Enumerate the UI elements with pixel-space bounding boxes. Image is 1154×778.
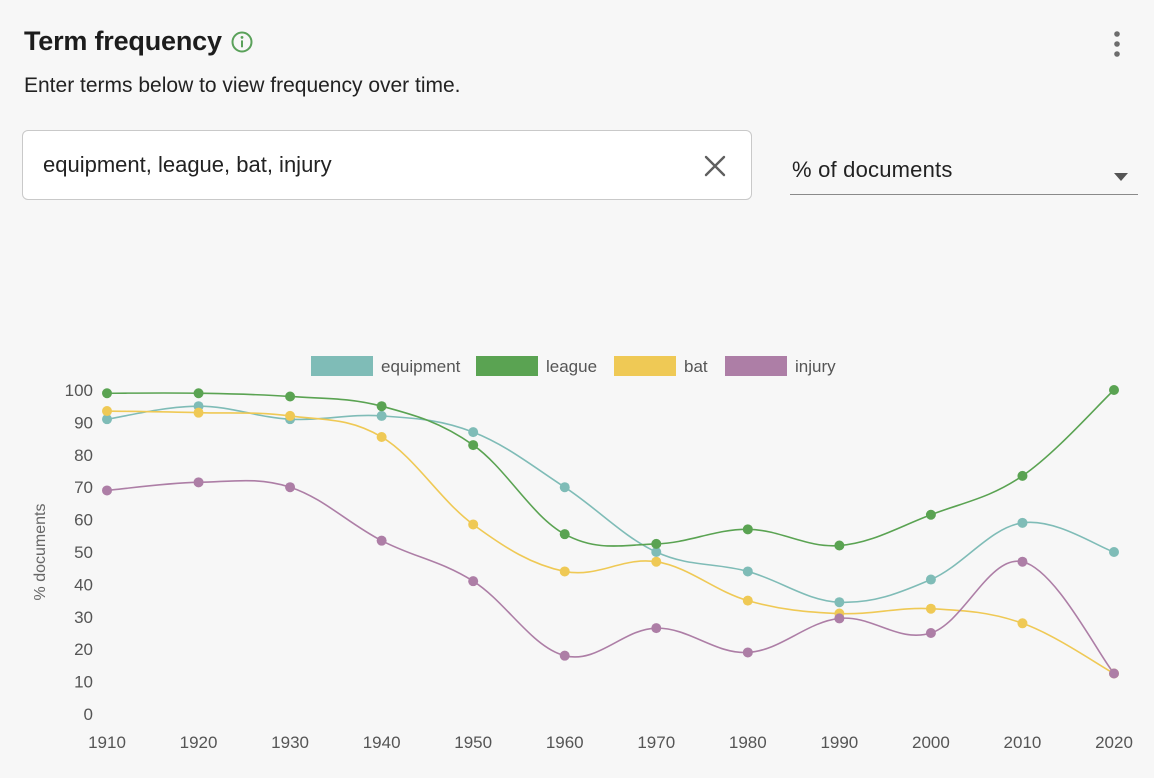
more-vertical-icon[interactable]: [1112, 30, 1122, 58]
y-tick-label: 30: [74, 608, 93, 627]
data-point-equipment[interactable]: [102, 414, 112, 425]
header: Term frequency: [24, 26, 254, 57]
data-point-league[interactable]: [468, 440, 479, 451]
legend-label-league[interactable]: league: [546, 357, 597, 376]
data-point-league[interactable]: [559, 529, 570, 540]
data-point-league[interactable]: [376, 401, 387, 412]
y-tick-label: 90: [74, 413, 93, 432]
data-point-equipment[interactable]: [468, 427, 479, 438]
legend-label-bat[interactable]: bat: [684, 357, 708, 376]
data-point-bat[interactable]: [102, 406, 112, 417]
data-point-injury[interactable]: [742, 647, 753, 658]
data-point-injury[interactable]: [1109, 668, 1119, 679]
legend-swatch-bat[interactable]: [614, 356, 676, 376]
data-point-equipment[interactable]: [1017, 517, 1028, 528]
data-point-league[interactable]: [651, 538, 662, 549]
data-point-bat[interactable]: [1017, 618, 1028, 629]
y-tick-label: 20: [74, 640, 93, 659]
data-point-league[interactable]: [193, 388, 204, 399]
y-tick-label: 80: [74, 446, 93, 465]
x-tick-label: 1980: [729, 733, 767, 752]
data-point-league[interactable]: [1109, 385, 1119, 395]
data-point-equipment[interactable]: [834, 597, 845, 608]
data-point-league[interactable]: [1017, 470, 1028, 481]
page-title: Term frequency: [24, 26, 222, 56]
legend-swatch-injury[interactable]: [725, 356, 787, 376]
y-tick-label: 0: [84, 705, 93, 724]
series-line-bat: [106, 410, 1115, 675]
data-point-bat[interactable]: [376, 431, 387, 442]
metric-select-value: % of documents: [792, 157, 953, 182]
data-point-injury[interactable]: [468, 576, 479, 587]
search-input[interactable]: [43, 152, 663, 178]
data-point-league[interactable]: [102, 388, 112, 399]
info-circle-icon[interactable]: [230, 30, 254, 54]
data-point-injury[interactable]: [376, 535, 387, 546]
data-point-bat[interactable]: [925, 603, 936, 614]
y-tick-label: 100: [65, 381, 93, 400]
data-point-league[interactable]: [742, 524, 753, 535]
data-point-equipment[interactable]: [1109, 547, 1119, 557]
data-point-league[interactable]: [285, 391, 296, 402]
data-point-equipment[interactable]: [925, 574, 936, 585]
page-subtitle: Enter terms below to view frequency over…: [24, 74, 461, 97]
x-tick-label: 2000: [912, 733, 950, 752]
data-point-bat[interactable]: [742, 595, 753, 606]
data-point-equipment[interactable]: [559, 482, 570, 493]
x-tick-label: 1950: [454, 733, 492, 752]
data-point-injury[interactable]: [651, 623, 662, 634]
series-line-injury: [106, 479, 1115, 675]
x-tick-label: 2010: [1004, 733, 1042, 752]
data-point-league[interactable]: [834, 540, 845, 551]
x-tick-label: 1940: [363, 733, 401, 752]
data-point-bat[interactable]: [559, 566, 570, 577]
x-tick-label: 1920: [180, 733, 218, 752]
data-point-equipment[interactable]: [376, 410, 387, 421]
data-point-equipment[interactable]: [651, 547, 662, 557]
data-point-bat[interactable]: [468, 519, 479, 530]
close-icon[interactable]: [703, 154, 727, 178]
data-point-equipment[interactable]: [742, 566, 753, 577]
y-tick-label: 10: [74, 673, 93, 692]
x-tick-label: 2020: [1095, 733, 1133, 752]
data-point-bat[interactable]: [651, 556, 662, 567]
metric-select[interactable]: % of documents: [790, 145, 1138, 195]
x-tick-label: 1910: [88, 733, 126, 752]
data-point-injury[interactable]: [102, 485, 112, 496]
y-axis-label: % documents: [32, 504, 49, 601]
x-tick-label: 1960: [546, 733, 584, 752]
x-tick-label: 1990: [820, 733, 858, 752]
term-frequency-chart: % documents 0 10 20 30 40 50 60 70 80 90 100 1910 1…: [32, 356, 1133, 752]
legend-label-equipment[interactable]: equipment: [381, 357, 461, 376]
y-tick-label: 50: [74, 543, 93, 562]
x-tick-label: 1970: [637, 733, 675, 752]
data-point-bat[interactable]: [285, 410, 296, 421]
legend-swatch-equipment[interactable]: [311, 356, 373, 376]
caret-down-icon[interactable]: [1114, 168, 1128, 181]
data-point-injury[interactable]: [559, 650, 570, 661]
y-tick-label: 70: [74, 478, 93, 497]
data-point-league[interactable]: [925, 509, 936, 520]
y-tick-label: 60: [74, 511, 93, 530]
data-point-injury[interactable]: [834, 613, 845, 624]
data-point-injury[interactable]: [1017, 556, 1028, 567]
data-point-injury[interactable]: [193, 477, 204, 488]
legend-label-injury[interactable]: injury: [795, 357, 836, 376]
legend-swatch-league[interactable]: [476, 356, 538, 376]
search-field[interactable]: [22, 130, 752, 200]
x-tick-label: 1930: [271, 733, 309, 752]
data-point-bat[interactable]: [193, 407, 204, 418]
data-point-injury[interactable]: [925, 628, 936, 638]
data-point-injury[interactable]: [285, 482, 296, 493]
y-tick-label: 40: [74, 575, 93, 594]
